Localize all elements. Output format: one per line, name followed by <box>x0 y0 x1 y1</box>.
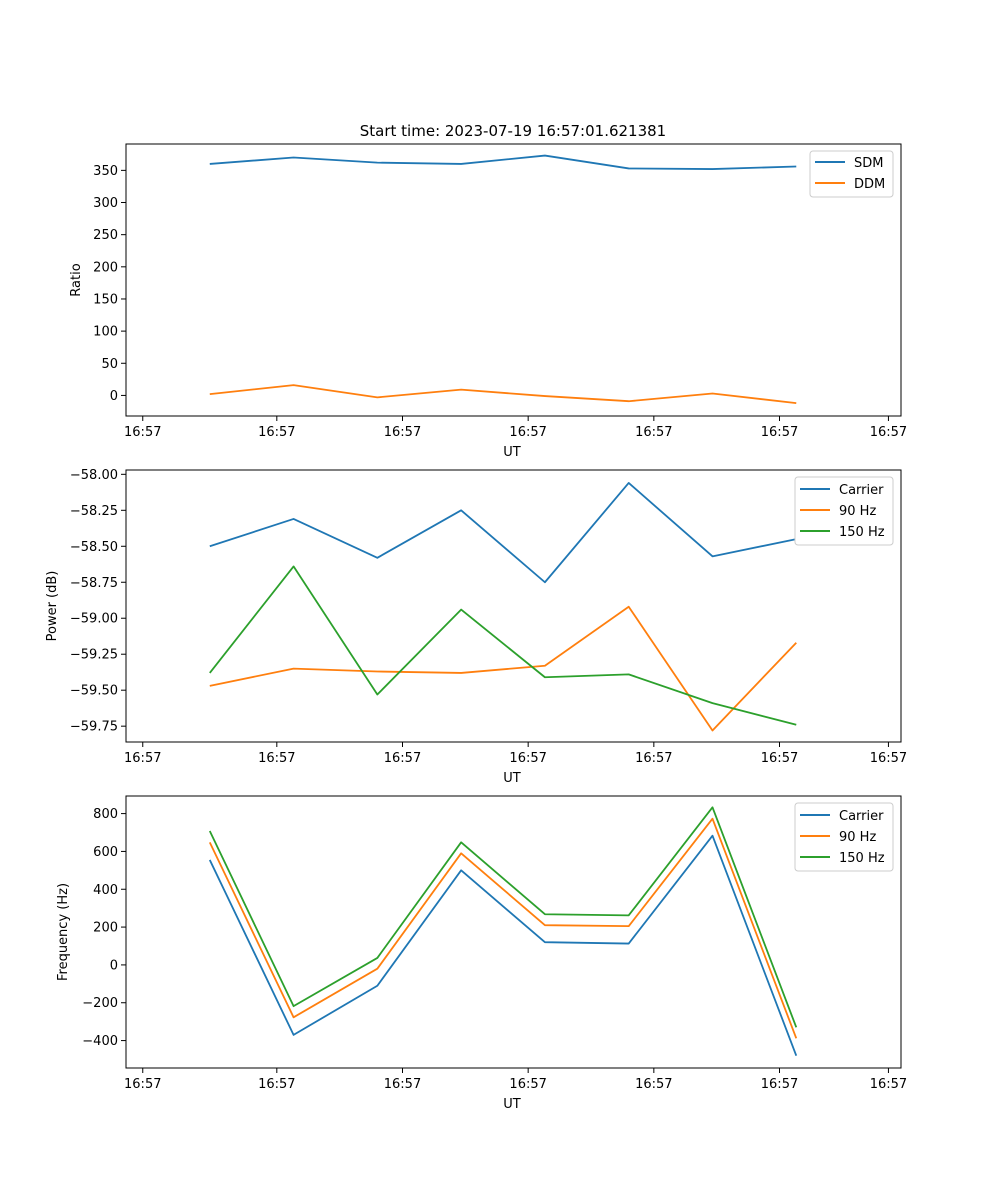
ratio-y-tick-label-5: 250 <box>93 228 118 243</box>
power-x-tick-label-4: 16:57 <box>635 751 672 766</box>
power-y-tick-label-6: −59.50 <box>70 684 118 699</box>
power-plot-frame <box>125 469 902 743</box>
frequency-y-tick-label-1: −200 <box>82 996 118 1011</box>
power-x-axis-label: UT <box>503 771 521 786</box>
power-x-tick-label-3: 16:57 <box>509 751 546 766</box>
ratio-series <box>209 154 797 405</box>
frequency-x-tick-label-3: 16:57 <box>509 1077 546 1092</box>
frequency-series-line-carrier <box>208 834 798 1057</box>
power-series-line-carrier <box>209 482 797 584</box>
ratio-panel: 16:57 16:57 16:57 16:57 16:57 16:57 16:57 0 50 10… <box>69 143 907 460</box>
power-x-tick-label-6: 16:57 <box>870 751 907 766</box>
frequency-y-tick-label-5: 600 <box>93 845 118 860</box>
ratio-x-tick-label-5: 16:57 <box>761 425 798 440</box>
frequency-legend-label-carrier: Carrier <box>839 809 884 824</box>
frequency-y-tick-label-4: 400 <box>93 883 118 898</box>
ratio-x-tick-label-4: 16:57 <box>635 425 672 440</box>
frequency-x-tick-label-5: 16:57 <box>761 1077 798 1092</box>
ratio-y-tick-label-0: 0 <box>110 389 118 404</box>
power-series-line-90hz <box>209 605 797 732</box>
ratio-x-tick-label-3: 16:57 <box>509 425 546 440</box>
power-y-tick-label-7: −59.75 <box>70 720 118 735</box>
ratio-x-tick-label-0: 16:57 <box>124 425 161 440</box>
power-x-tick-label-5: 16:57 <box>761 751 798 766</box>
power-panel: 16:57 16:57 16:57 16:57 16:57 16:57 16:57 −58.0… <box>45 468 907 786</box>
ratio-legend-label-sdm: SDM <box>854 156 883 171</box>
power-legend-box <box>794 476 894 546</box>
power-legend-label-150hz: 150 Hz <box>839 525 885 540</box>
power-x-tick-label-1: 16:57 <box>258 751 295 766</box>
frequency-ticks: 16:57 16:57 16:57 16:57 16:57 16:57 16:57 −400 −… <box>82 807 907 1092</box>
frequency-x-tick-label-4: 16:57 <box>635 1077 672 1092</box>
power-y-axis-label: Power (dB) <box>45 571 60 642</box>
power-x-tick-label-2: 16:57 <box>384 751 421 766</box>
frequency-y-tick-label-6: 800 <box>93 807 118 822</box>
frequency-plot-frame <box>125 795 902 1069</box>
frequency-legend: Carrier 90 Hz 150 Hz <box>794 802 894 872</box>
frequency-y-axis-label: Frequency (Hz) <box>56 883 71 981</box>
power-x-tick-label-0: 16:57 <box>124 751 161 766</box>
power-y-tick-label-1: −58.25 <box>70 504 118 519</box>
ratio-legend-label-ddm: DDM <box>854 177 885 192</box>
power-ticks: 16:57 16:57 16:57 16:57 16:57 16:57 16:57 −58.0… <box>70 468 907 766</box>
ratio-series-line-sdm <box>209 154 797 170</box>
power-y-tick-label-0: −58.00 <box>70 468 118 483</box>
power-legend: Carrier 90 Hz 150 Hz <box>794 476 894 546</box>
frequency-x-tick-label-6: 16:57 <box>870 1077 907 1092</box>
ratio-y-tick-label-7: 350 <box>93 164 118 179</box>
frequency-y-tick-label-0: −400 <box>82 1034 118 1049</box>
power-legend-label-90hz: 90 Hz <box>839 504 876 519</box>
power-y-tick-label-5: −59.25 <box>70 648 118 663</box>
frequency-x-tick-label-2: 16:57 <box>384 1077 421 1092</box>
frequency-x-tick-label-1: 16:57 <box>258 1077 295 1092</box>
chart-title: Start time: 2023-07-19 16:57:01.621381 <box>360 122 666 140</box>
frequency-legend-label-150hz: 150 Hz <box>839 851 885 866</box>
frequency-legend-label-90hz: 90 Hz <box>839 830 876 845</box>
power-series <box>209 482 797 732</box>
frequency-y-tick-label-2: 0 <box>110 958 118 973</box>
frequency-series-line-150hz <box>208 806 798 1028</box>
frequency-legend-box <box>794 802 894 872</box>
power-y-tick-label-3: −58.75 <box>70 576 118 591</box>
frequency-panel: 16:57 16:57 16:57 16:57 16:57 16:57 16:57 −400 −… <box>56 795 907 1112</box>
ratio-x-tick-label-6: 16:57 <box>870 425 907 440</box>
ratio-x-axis-label: UT <box>503 445 521 460</box>
ratio-x-tick-label-2: 16:57 <box>384 425 421 440</box>
power-series-line-150hz <box>209 565 797 726</box>
power-legend-label-carrier: Carrier <box>839 483 884 498</box>
ratio-y-tick-label-3: 150 <box>93 292 118 307</box>
ratio-y-axis-label: Ratio <box>69 263 84 296</box>
ratio-legend: SDM DDM <box>809 150 894 198</box>
power-y-tick-label-4: −59.00 <box>70 612 118 627</box>
ratio-y-tick-label-4: 200 <box>93 260 118 275</box>
ratio-series-line-ddm <box>209 384 797 405</box>
ratio-y-tick-label-2: 100 <box>93 325 118 340</box>
frequency-y-tick-label-3: 200 <box>93 921 118 936</box>
power-y-tick-label-2: −58.50 <box>70 540 118 555</box>
ratio-x-tick-label-1: 16:57 <box>258 425 295 440</box>
frequency-x-tick-label-0: 16:57 <box>124 1077 161 1092</box>
ratio-y-tick-label-6: 300 <box>93 196 118 211</box>
ratio-ticks: 16:57 16:57 16:57 16:57 16:57 16:57 16:57 0 50 10… <box>93 164 907 440</box>
ratio-y-tick-label-1: 50 <box>101 357 118 372</box>
ratio-plot-frame <box>125 143 902 417</box>
frequency-series-line-90hz <box>208 817 798 1039</box>
frequency-series <box>208 806 798 1057</box>
frequency-x-axis-label: UT <box>503 1097 521 1112</box>
